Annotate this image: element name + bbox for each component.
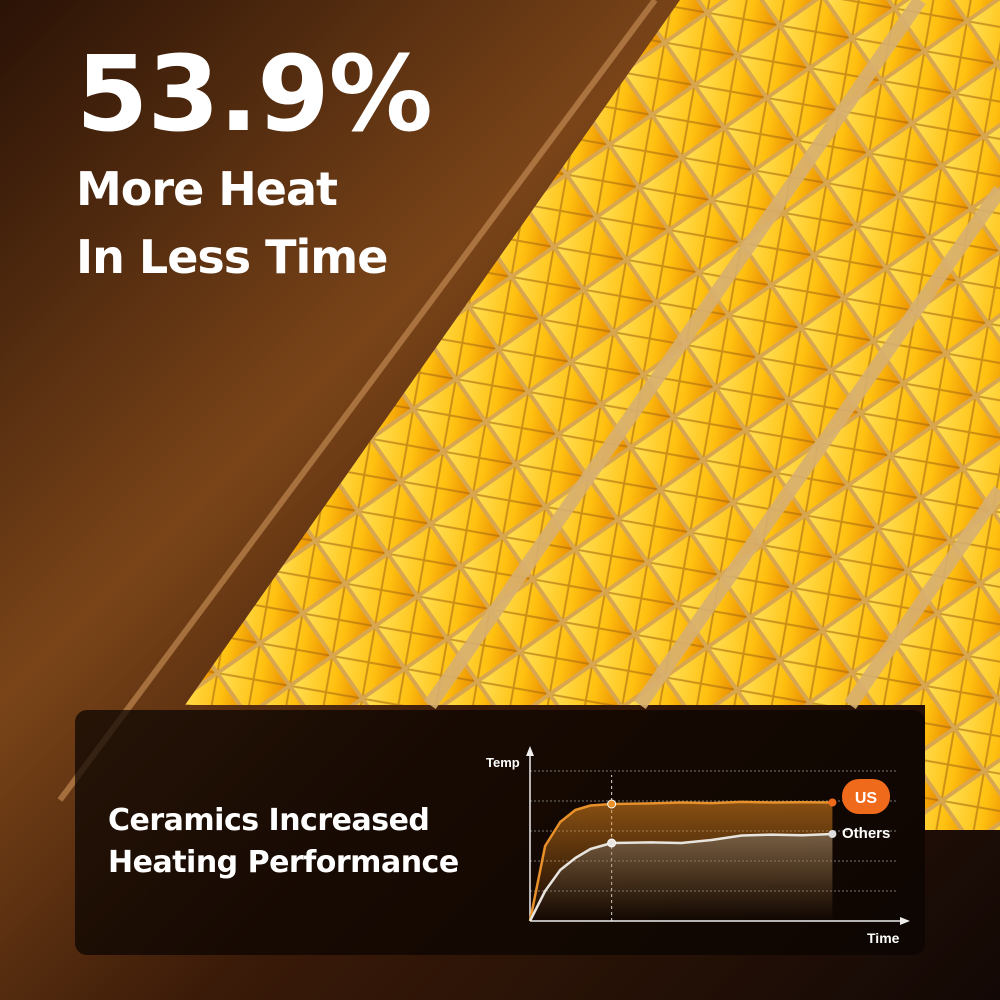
others-legend-label: Others [842, 825, 890, 842]
card-title-line-2: Heating Performance [108, 845, 459, 880]
marker-point [607, 838, 617, 848]
us-legend-label: US [855, 790, 878, 807]
end-point [828, 798, 837, 807]
us-legend-badge [842, 779, 890, 814]
x-axis-arrow-icon [900, 917, 910, 925]
series-line-us [528, 800, 833, 922]
y-axis-arrow-icon [526, 746, 534, 756]
series-line-others [528, 832, 833, 922]
headline-stat: 53.9% [76, 33, 433, 155]
end-point [828, 830, 837, 838]
x-axis-label: Time [867, 930, 900, 946]
card-title-line-1: Ceramics Increased [108, 803, 430, 838]
headline-line-2: In Less Time [76, 230, 388, 284]
series-area-1 [530, 834, 833, 921]
headline-line-1: More Heat [76, 162, 338, 216]
marker-point [607, 799, 617, 809]
y-axis-label: Temp [486, 755, 520, 770]
